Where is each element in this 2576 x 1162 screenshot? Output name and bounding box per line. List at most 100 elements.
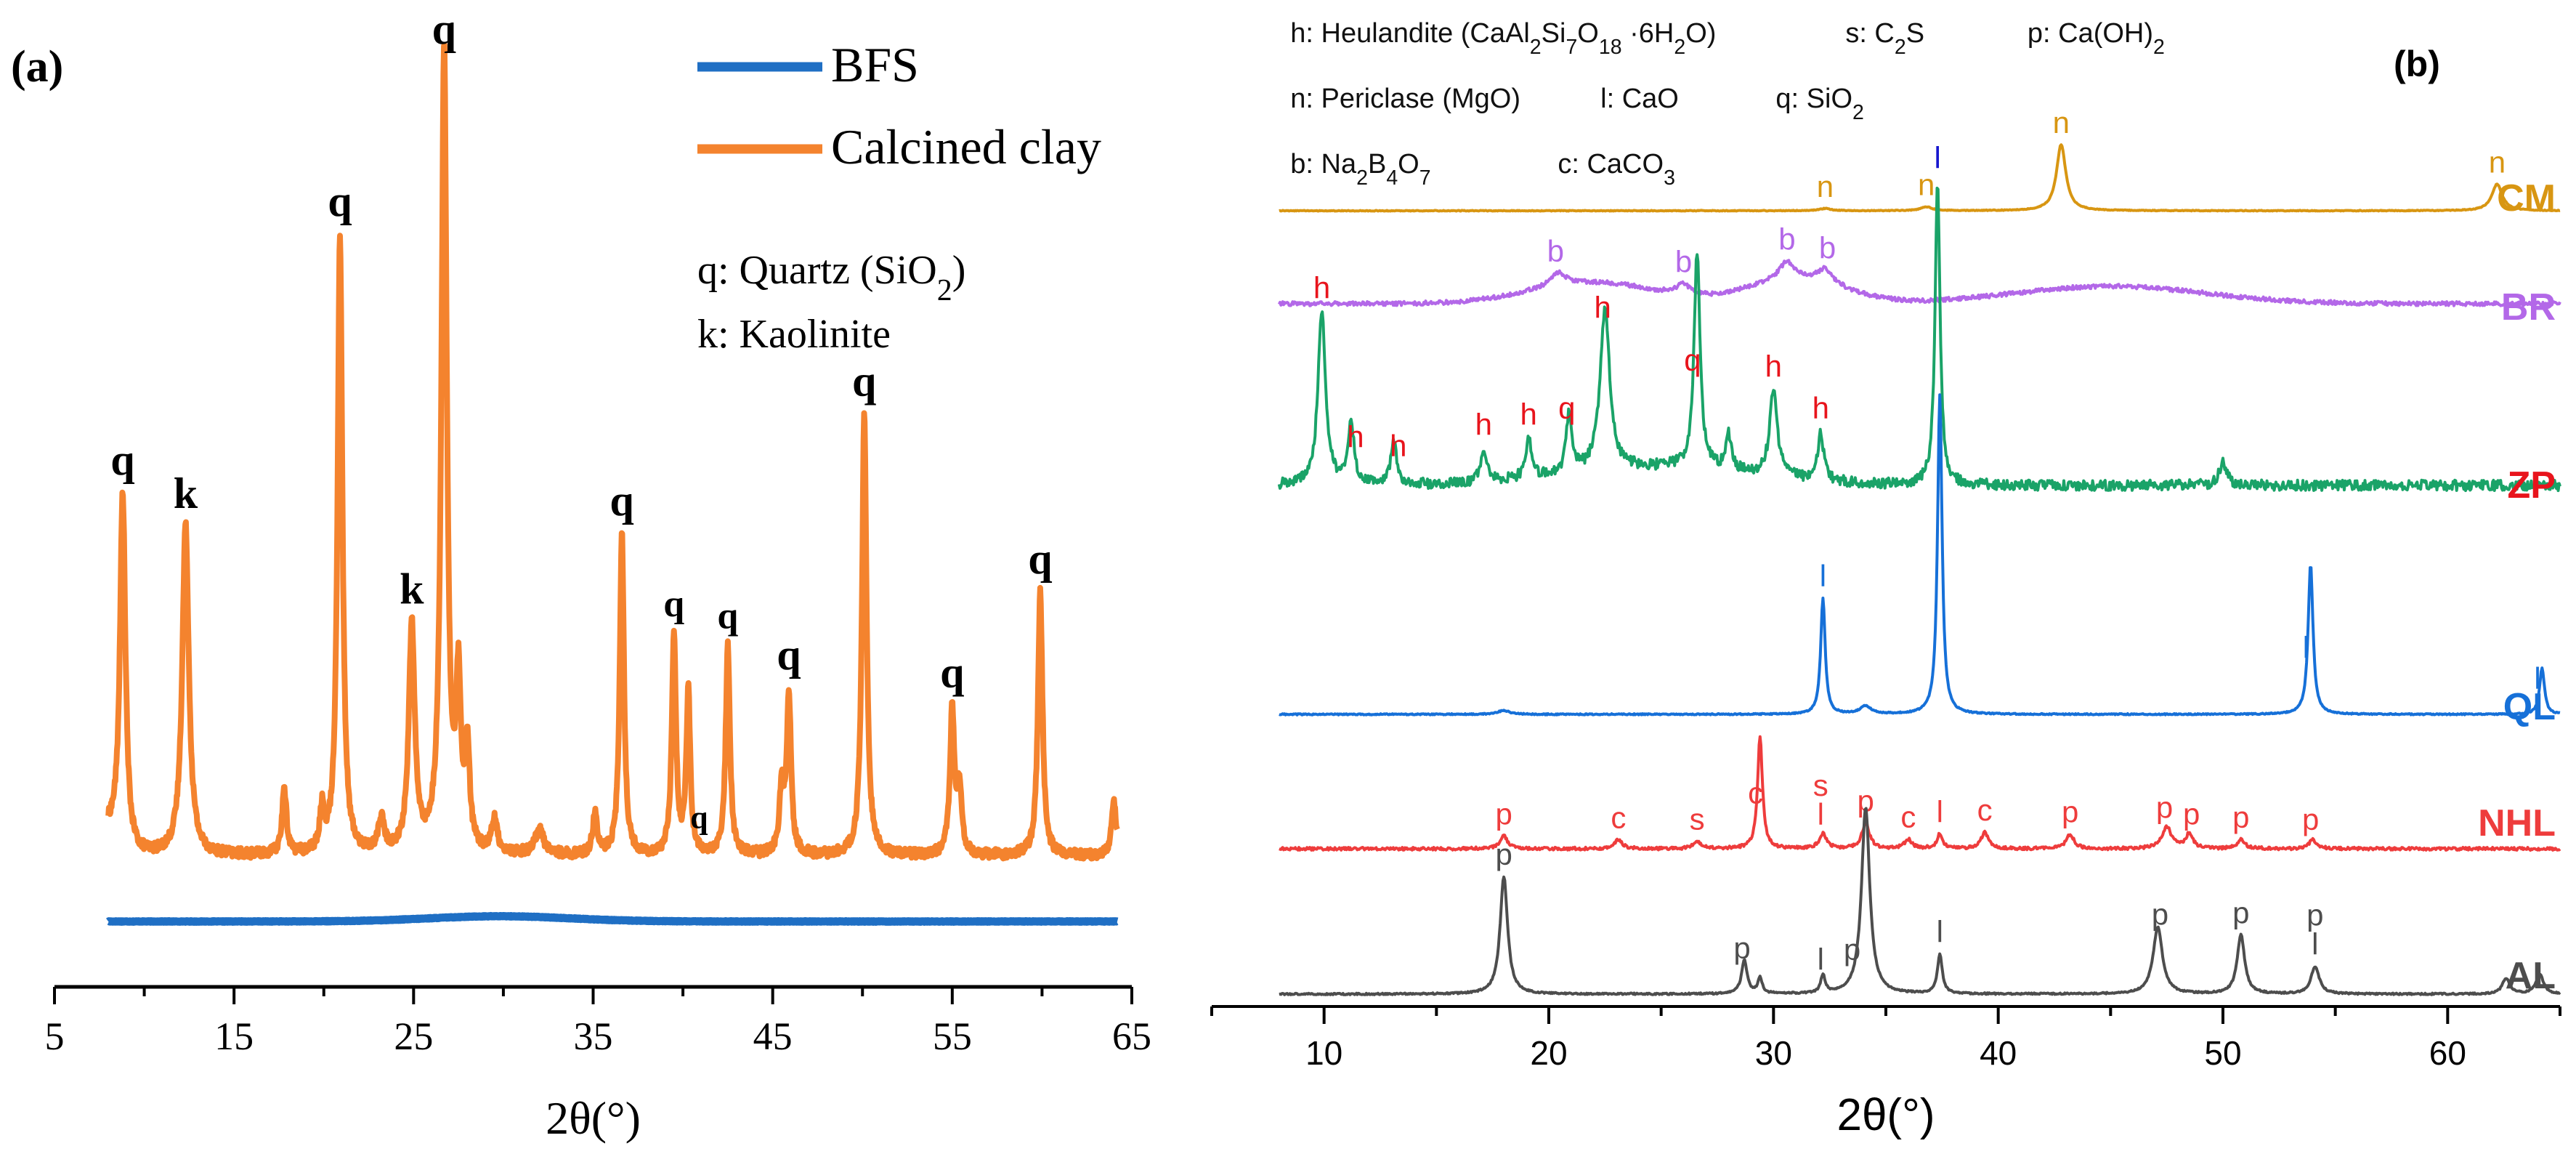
series-name-label: NHL [2478, 802, 2556, 844]
panel-a-label: (a) [11, 42, 63, 92]
legend-label: Calcined clay [831, 119, 1101, 174]
peak-label: c [1611, 800, 1626, 834]
peak-label: p [2302, 802, 2319, 836]
peak-label: q [1684, 343, 1701, 377]
peak-label: l [1934, 140, 1940, 174]
peak-label: q [777, 631, 801, 679]
peak-label: c [1748, 776, 1763, 810]
series-calcined-clay-line [105, 41, 1120, 862]
peak-label: p [1495, 837, 1512, 871]
panel-a-chart: (a)5 15 25 35 45 55 652θ(°)qkqkqqqqqqqqqBFSCal… [11, 5, 1151, 1144]
peak-label: b [1547, 234, 1564, 268]
x-tick-label: 5 [45, 1014, 65, 1058]
peak-label: b [1819, 230, 1836, 265]
legend-phase-key: h: Heulandite (CaAl2Si7O18 ·6H2O) [1290, 18, 1716, 59]
peak-label: s [1690, 802, 1705, 836]
x-tick-label: 25 [394, 1014, 433, 1058]
peak-label: l [1820, 559, 1826, 593]
peak-label: c [1900, 800, 1916, 834]
peak-label: p [1495, 796, 1512, 831]
series-al-line [1279, 807, 2561, 996]
peak-label: p [2183, 796, 2200, 831]
peak-label: l [2312, 927, 2318, 961]
series-br-line [1277, 259, 2561, 307]
x-tick-label: 20 [1530, 1034, 1567, 1072]
peak-label: l [1937, 794, 1943, 828]
peak-label: p [2156, 790, 2173, 824]
legend-phase-key: p: Ca(OH)2 [2028, 18, 2165, 59]
x-tick-label: 60 [2429, 1034, 2466, 1072]
x-tick-label: 50 [2204, 1034, 2241, 1072]
peak-label: l [2534, 661, 2540, 695]
legend-phase-key: c: CaCO3 [1558, 149, 1675, 190]
series-name-label: CM [2497, 177, 2556, 219]
legend-phase-key: n: Periclase (MgO) [1290, 84, 1520, 114]
peak-label: l [1818, 797, 1824, 831]
series-name-label: BR [2501, 286, 2556, 328]
legend-phase-key: q: SiO2 [1775, 84, 1863, 124]
panel-b-chart: (b) h: Heulandite (CaAl2Si7O18 ·6H2O) s: C… [1210, 18, 2561, 1140]
series-name-label: QL [2503, 686, 2556, 728]
peak-label: k [174, 469, 198, 517]
series-bfs-line [105, 912, 1121, 926]
legend-phase-key: l: CaO [1600, 84, 1679, 114]
x-axis-title: 2θ(°) [546, 1092, 641, 1144]
peak-label: p [2062, 795, 2078, 829]
peak-label: l [1818, 942, 1824, 976]
peak-label: q [609, 477, 633, 525]
phase-note: k: Kaolinite [697, 312, 891, 357]
peak-label: p [2306, 898, 2323, 932]
peak-label: p [2232, 895, 2249, 929]
peak-label: c [1977, 793, 1993, 827]
peak-label: l [2303, 631, 2309, 665]
x-tick-label: 30 [1755, 1034, 1792, 1072]
peak-label: h [1520, 397, 1536, 431]
peak-label: l [1937, 915, 1943, 949]
peak-label: n [1817, 169, 1834, 203]
peak-label: q [328, 177, 352, 225]
peak-label: q [1558, 391, 1575, 425]
legend-phase-key: b: Na2B4O7 [1290, 149, 1430, 190]
peak-label: q [432, 5, 456, 53]
x-axis-title: 2θ(°) [1836, 1090, 1935, 1140]
peak-label: h [1812, 391, 1829, 425]
peak-label: b [1778, 222, 1795, 256]
peak-label: p [2232, 800, 2249, 834]
peak-label: h [1390, 429, 1406, 463]
panel-b-label: (b) [2394, 44, 2440, 84]
peak-label: h [1475, 407, 1492, 441]
peak-label: q [663, 584, 684, 625]
legend-phase-key: s: C2S [1845, 18, 1924, 59]
peak-label: q [1028, 535, 1052, 583]
x-tick-label: 10 [1305, 1034, 1342, 1072]
peak-label: n [2489, 145, 2506, 179]
legend-label: BFS [831, 37, 919, 92]
x-tick-label: 40 [1980, 1034, 2017, 1072]
peak-label: h [1313, 270, 1330, 304]
peak-label: p [1857, 783, 1874, 818]
series-ql-line [1279, 393, 2561, 717]
phase-note: q: Quartz (SiO2) [697, 248, 965, 307]
peak-label: h [1595, 290, 1611, 324]
peak-label: q [940, 648, 964, 696]
series-nhl-line [1279, 735, 2561, 852]
x-tick-label: 45 [753, 1014, 793, 1058]
x-tick-label: 55 [933, 1014, 972, 1058]
peak-label: s [1813, 768, 1828, 802]
peak-label: h [1347, 419, 1364, 453]
peak-label: k [400, 565, 424, 613]
peak-label: q [690, 799, 708, 835]
peak-label: q [852, 357, 876, 405]
peak-label: p [1733, 931, 1750, 965]
peak-label: q [717, 595, 738, 637]
x-tick-label: 65 [1112, 1014, 1151, 1058]
peak-label: b [1675, 245, 1692, 279]
series-name-label: ZP [2508, 464, 2556, 507]
series-cm-line [1279, 143, 2561, 213]
peak-label: h [1765, 349, 1782, 383]
peak-label: p [2152, 897, 2168, 931]
x-tick-label: 15 [214, 1014, 254, 1058]
x-tick-label: 35 [574, 1014, 613, 1058]
peak-label: n [1918, 168, 1935, 202]
peak-label: n [2053, 105, 2070, 140]
